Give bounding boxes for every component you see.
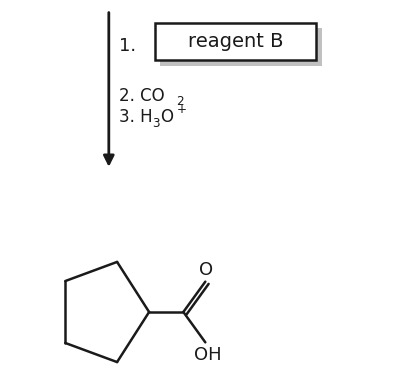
Text: 1.: 1.	[119, 37, 136, 55]
Text: O: O	[160, 108, 173, 126]
Text: +: +	[177, 103, 187, 117]
FancyBboxPatch shape	[160, 28, 322, 66]
Text: 2. CO: 2. CO	[119, 87, 164, 105]
Text: O: O	[199, 261, 214, 279]
Text: 2: 2	[177, 95, 184, 108]
Text: 3. H: 3. H	[119, 108, 152, 126]
FancyBboxPatch shape	[155, 23, 316, 60]
Text: OH: OH	[194, 346, 222, 364]
Text: 3: 3	[152, 117, 160, 130]
Text: reagent B: reagent B	[188, 32, 283, 51]
